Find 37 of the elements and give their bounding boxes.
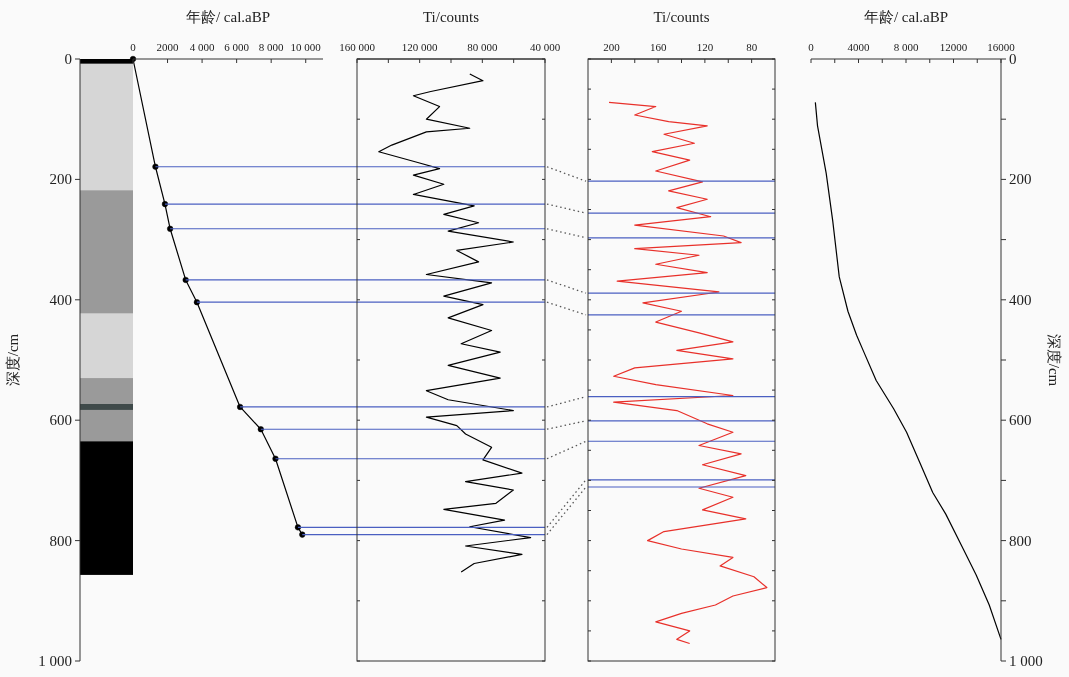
x-tick-label: 80 — [746, 41, 758, 53]
x-tick-label: 4 000 — [189, 41, 215, 53]
x-tick-label: 8 000 — [258, 41, 285, 53]
y-tick-label: 1 000 — [1009, 653, 1043, 669]
x-tick-label: 2000 — [156, 41, 180, 53]
x-tick-label: 16000 — [987, 41, 1016, 53]
x-tick-label: 0 — [808, 41, 815, 53]
y-tick-label: 0 — [1009, 51, 1017, 67]
x-tick-label: 120 — [696, 41, 714, 53]
y-tick-label: 600 — [1009, 412, 1032, 429]
y-tick-label: 800 — [49, 532, 72, 549]
y-axis-title: 深度/cm — [5, 333, 21, 387]
x-tick-label: 80 000 — [467, 41, 498, 53]
x-tick-label: 160 000 — [339, 41, 376, 53]
y-tick-label: 400 — [49, 291, 72, 308]
y-tick-label: 0 — [64, 51, 72, 67]
x-tick-label: 120 000 — [401, 41, 439, 53]
y-tick-label: 400 — [1009, 291, 1032, 308]
x-tick-label: 160 — [649, 41, 667, 53]
x-tick-label: 12000 — [939, 41, 968, 53]
y-tick-label: 200 — [1009, 171, 1032, 188]
x-tick-label: 0 — [130, 41, 137, 53]
x-axis-title: 年龄/ cal.aBP — [185, 9, 271, 25]
y-tick-label: 800 — [1009, 532, 1032, 549]
y-axis-title: 深度/cm — [1046, 333, 1062, 387]
y-tick-label: 200 — [49, 171, 72, 188]
y-tick-label: 1 000 — [38, 653, 72, 669]
x-tick-label: 6 000 — [224, 41, 250, 53]
x-tick-label: 40 000 — [529, 41, 561, 53]
x-axis-title: Ti/counts — [422, 9, 480, 25]
y-tick-label: 600 — [49, 412, 72, 429]
x-tick-label: 4000 — [847, 41, 870, 53]
x-axis-title: 年龄/ cal.aBP — [863, 9, 949, 25]
x-tick-label: 200 — [603, 41, 621, 53]
x-tick-label: 8 000 — [893, 41, 919, 53]
x-tick-label: 10 000 — [290, 41, 322, 53]
x-axis-title: Ti/counts — [653, 9, 710, 25]
